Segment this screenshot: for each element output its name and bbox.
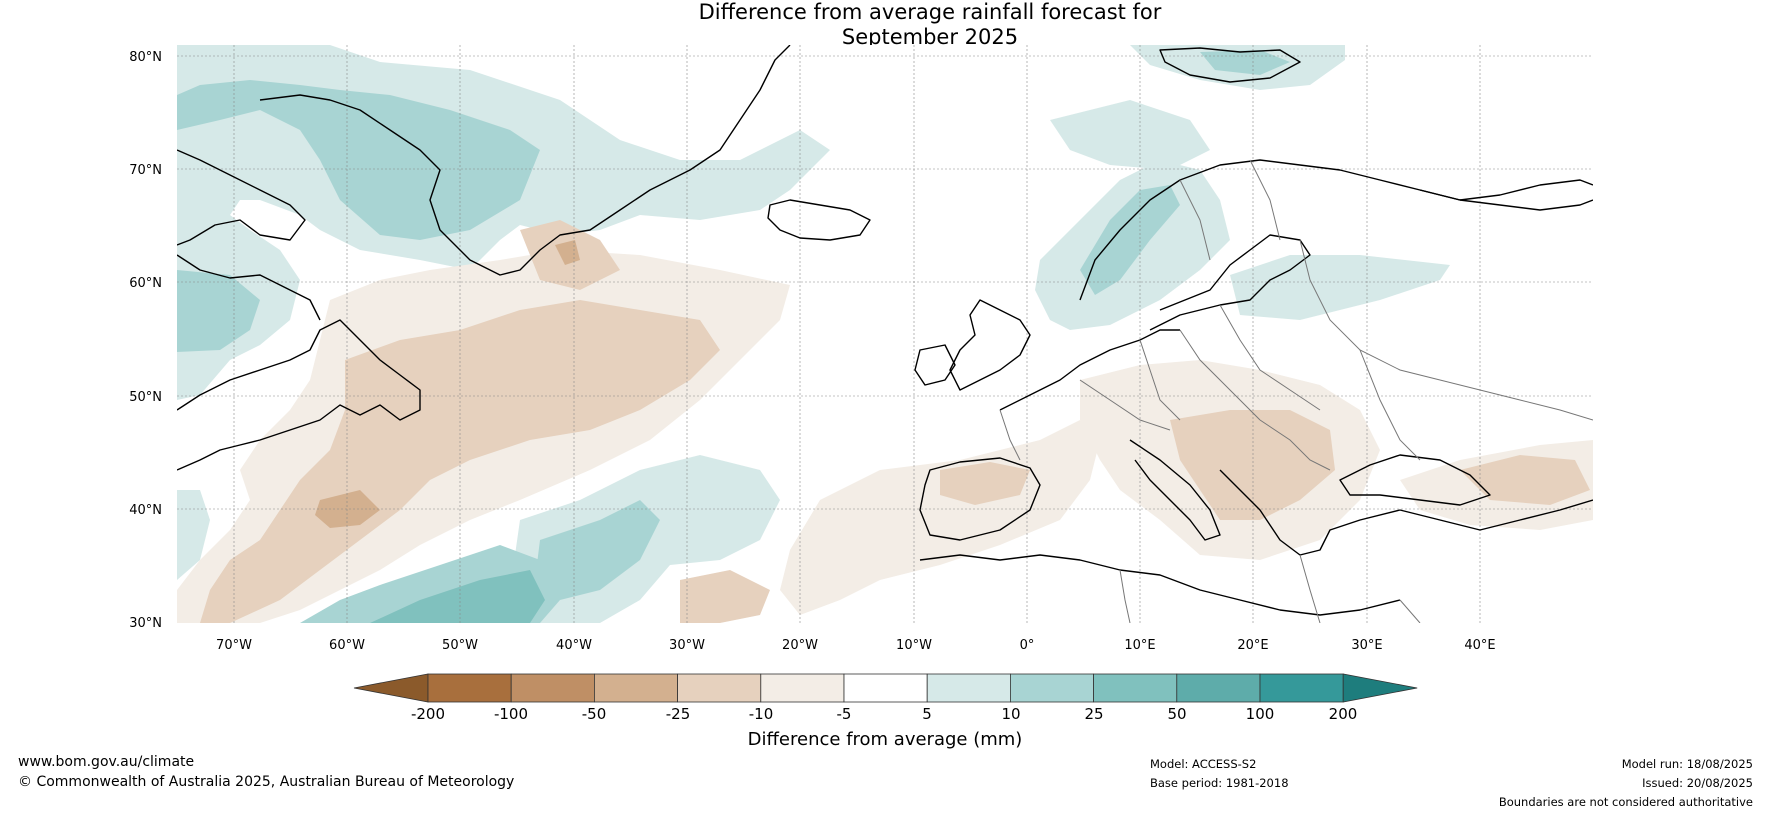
coast-europe	[999, 329, 1180, 411]
graticule	[177, 45, 1593, 623]
coast-iberia	[919, 457, 1041, 541]
lon-label: 40°E	[1464, 638, 1495, 653]
wet-region-atlantic-south-deep	[370, 570, 545, 623]
coast-baltic	[1149, 234, 1311, 331]
lat-label: 70°N	[129, 163, 162, 178]
lon-label: 50°W	[442, 638, 478, 653]
map-title: Difference from average rainfall forecas…	[600, 0, 1260, 50]
title-line-1: Difference from average rainfall forecas…	[698, 0, 1162, 24]
lon-label: 30°W	[669, 638, 705, 653]
colorbar-tick: 100	[1246, 705, 1275, 723]
lon-label: 10°W	[896, 638, 932, 653]
colorbar-tick: 10	[1001, 705, 1020, 723]
dry-region-north-africa	[680, 570, 770, 623]
lon-label: 20°E	[1237, 638, 1268, 653]
lat-label: 40°N	[129, 503, 162, 518]
colorbar	[353, 673, 1418, 703]
colorbar-tick: -200	[411, 705, 445, 723]
lon-label: 10°E	[1124, 638, 1155, 653]
lon-label: 40°W	[556, 638, 592, 653]
colorbar-segment	[427, 673, 512, 703]
colorbar-extend-low	[353, 673, 429, 703]
lat-label: 50°N	[129, 390, 162, 405]
dry-region-atlantic-core	[315, 490, 380, 528]
colorbar-segment	[1010, 673, 1095, 703]
rainfall-anomaly-layer	[177, 45, 1593, 623]
coast-baffin	[177, 149, 306, 246]
coast-ireland	[914, 344, 956, 386]
issued-text: Issued: 20/08/2025	[1642, 776, 1753, 790]
colorbar-segment	[510, 673, 595, 703]
colorbar-tick: 25	[1084, 705, 1103, 723]
colorbar-tick: -10	[749, 705, 774, 723]
colorbar-tick: -50	[582, 705, 607, 723]
base-period-text: Base period: 1981-2018	[1150, 776, 1289, 790]
wet-region-norway-mid	[1080, 185, 1180, 295]
wet-region-azores-mid	[535, 500, 660, 600]
colorbar-segment	[926, 673, 1011, 703]
colorbar-segment	[1176, 673, 1261, 703]
colorbar-extend-high	[1342, 673, 1418, 703]
longitude-labels: 70°W 60°W 50°W 40°W 30°W 20°W 10°W 0° 10…	[216, 638, 1496, 653]
coast-scandinavia	[1079, 159, 1593, 301]
colorbar-tick: 5	[922, 705, 932, 723]
dry-region-balkans	[1170, 410, 1335, 520]
coast-turkey	[1399, 499, 1593, 531]
lon-label: 0°	[1020, 638, 1035, 653]
wet-region-norwegian-sea	[1050, 100, 1210, 170]
disclaimer-text: Boundaries are not considered authoritat…	[1498, 795, 1753, 809]
coast-greenland	[259, 45, 791, 276]
wet-region-greenland-mid	[177, 80, 540, 240]
dry-region-iberia-core	[940, 462, 1030, 505]
colorbar-tick: 200	[1329, 705, 1358, 723]
national-borders	[999, 159, 1593, 623]
colorbar-tick: -25	[666, 705, 691, 723]
colorbar-segment	[843, 673, 928, 703]
colorbar-tick: -5	[837, 705, 852, 723]
colorbar-segment	[760, 673, 845, 703]
coast-labrador	[177, 319, 421, 471]
lon-label: 70°W	[216, 638, 252, 653]
model-text: Model: ACCESS-S2	[1150, 757, 1257, 771]
lat-label: 60°N	[129, 276, 162, 291]
model-run-text: Model run: 18/08/2025	[1621, 757, 1753, 771]
coastlines	[177, 45, 1593, 616]
wet-region-west-coast	[177, 490, 210, 580]
lon-label: 30°E	[1351, 638, 1382, 653]
colorbar-label: Difference from average (mm)	[748, 729, 1023, 750]
coast-russia-arctic	[1419, 179, 1593, 201]
colorbar-segment	[594, 673, 679, 703]
dry-region-turkey-core	[1460, 455, 1590, 505]
lat-label: 80°N	[129, 50, 162, 65]
copyright-text: © Commonwealth of Australia 2025, Austra…	[18, 774, 515, 790]
colorbar-segment	[677, 673, 762, 703]
lon-label: 60°W	[329, 638, 365, 653]
colorbar-ticks: -200 -100 -50 -25 -10 -5 5 10 25 50 100 …	[411, 705, 1357, 723]
coast-uk	[949, 299, 1031, 391]
coast-hudson-quebec	[177, 254, 321, 321]
colorbar-tick: 50	[1167, 705, 1186, 723]
colorbar-segment	[1259, 673, 1344, 703]
latitude-labels: 80°N 70°N 60°N 50°N 40°N 30°N	[129, 50, 162, 631]
coast-iceland	[767, 199, 871, 241]
wet-region-baltic	[1230, 255, 1450, 320]
colorbar-segment	[1093, 673, 1178, 703]
coast-svalbard	[1159, 47, 1301, 83]
lat-label: 30°N	[129, 616, 162, 631]
coast-north-africa	[919, 554, 1401, 616]
coast-italy	[1129, 439, 1221, 541]
wet-region-labrador	[177, 270, 260, 352]
coast-black-sea	[1339, 454, 1491, 506]
lon-label: 20°W	[782, 638, 818, 653]
website-link[interactable]: www.bom.gov.au/climate	[18, 754, 195, 770]
colorbar-tick: -100	[494, 705, 528, 723]
